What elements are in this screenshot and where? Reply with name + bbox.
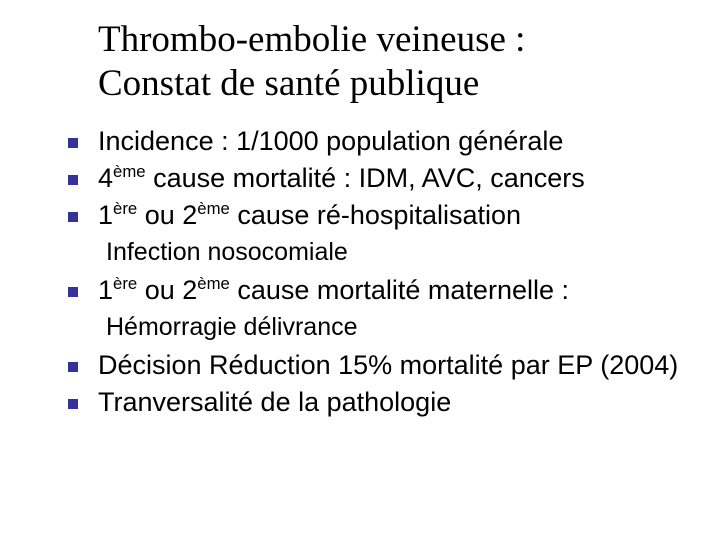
- list-item: 4ème cause mortalité : IDM, AVC, cancers: [68, 162, 690, 196]
- list-item: 1ère ou 2ème cause mortalité maternelle …: [68, 274, 690, 308]
- sub-text: Infection nosocomiale: [106, 236, 690, 269]
- slide: Thrombo-embolie veineuse : Constat de sa…: [0, 0, 720, 540]
- bullet-text: 4ème cause mortalité : IDM, AVC, cancers: [98, 162, 585, 196]
- bullet-text: 1ère ou 2ème cause mortalité maternelle …: [98, 274, 569, 308]
- title-line-2: Constat de santé publique: [98, 63, 479, 104]
- bullet-text: 1ère ou 2ème cause ré-hospitalisation: [98, 199, 521, 233]
- slide-title: Thrombo-embolie veineuse : Constat de sa…: [98, 18, 690, 105]
- title-line-1: Thrombo-embolie veineuse :: [98, 19, 525, 60]
- bullet-list: Incidence : 1/1000 population générale 4…: [68, 125, 690, 420]
- list-item: Décision Réduction 15% mortalité par EP …: [68, 349, 690, 383]
- square-bullet-icon: [68, 399, 78, 409]
- bullet-text: Incidence : 1/1000 population générale: [98, 125, 563, 159]
- bullet-text: Décision Réduction 15% mortalité par EP …: [98, 349, 678, 383]
- list-item: Tranversalité de la pathologie: [68, 386, 690, 420]
- list-item: Incidence : 1/1000 population générale: [68, 125, 690, 159]
- square-bullet-icon: [68, 138, 78, 148]
- square-bullet-icon: [68, 287, 78, 297]
- sub-text: Hémorragie délivrance: [106, 311, 690, 344]
- bullet-text: Tranversalité de la pathologie: [98, 386, 451, 420]
- list-item: 1ère ou 2ème cause ré-hospitalisation: [68, 199, 690, 233]
- square-bullet-icon: [68, 362, 78, 372]
- square-bullet-icon: [68, 212, 78, 222]
- square-bullet-icon: [68, 175, 78, 185]
